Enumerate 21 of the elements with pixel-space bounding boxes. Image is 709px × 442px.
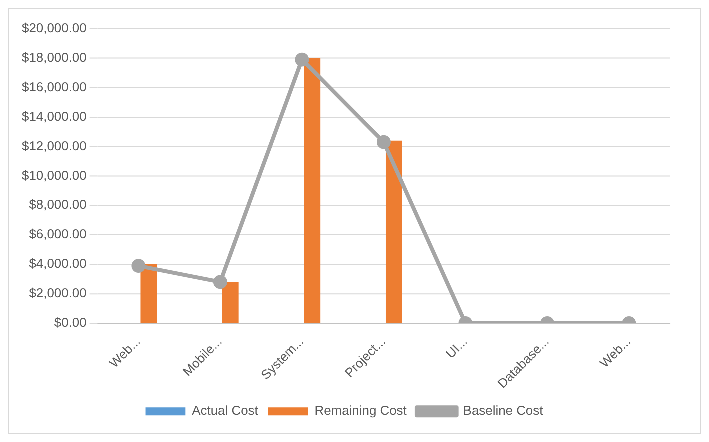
y-tick-label: $4,000.00 [29, 256, 87, 272]
y-tick-label: $10,000.00 [22, 168, 87, 183]
point [376, 135, 391, 150]
y-tick-label: $2,000.00 [29, 286, 87, 301]
x-tick-label: UI... [442, 334, 470, 362]
bar [140, 264, 158, 323]
legend-label: Remaining Cost [314, 403, 408, 418]
y-tick-label: $12,000.00 [22, 138, 87, 154]
point [295, 52, 310, 67]
y-tick-label: $20,000.00 [22, 20, 87, 36]
y-tick-label: $6,000.00 [29, 226, 87, 242]
legend-label: Actual Cost [192, 403, 259, 418]
y-tick-label: $18,000.00 [22, 50, 87, 65]
bar [304, 58, 321, 323]
y-tick-label: $0.00 [54, 315, 87, 330]
bar [222, 282, 239, 323]
y-tick-label: $8,000.00 [29, 197, 87, 212]
legend-label: Baseline Cost [463, 403, 544, 418]
bar [386, 140, 402, 323]
y-tick-label: $16,000.00 [22, 79, 87, 94]
y-tick-label: $14,000.00 [22, 108, 87, 124]
